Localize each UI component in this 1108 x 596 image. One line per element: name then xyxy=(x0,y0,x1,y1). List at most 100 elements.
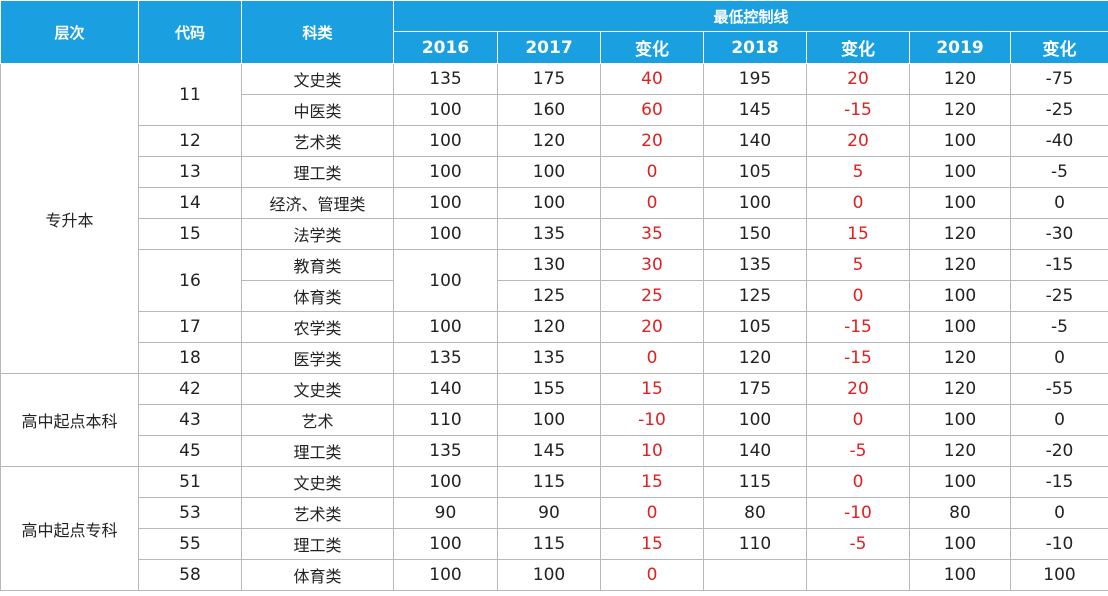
value-2016: 100 xyxy=(393,94,498,126)
level-cell: 高中起点本科 xyxy=(0,373,139,467)
change-cell: 15 xyxy=(600,528,704,560)
change-cell: 0 xyxy=(806,187,910,219)
level-cell: 专升本 xyxy=(0,63,139,374)
change-cell: -15 xyxy=(806,342,910,374)
value-2018: 100 xyxy=(703,404,807,436)
change-cell: 0 xyxy=(600,559,704,591)
change-cell: 60 xyxy=(600,94,704,126)
category-cell: 文史类 xyxy=(241,466,394,498)
category-cell: 艺术类 xyxy=(241,125,394,157)
change-cell: -30 xyxy=(1010,218,1108,250)
value-2016: 135 xyxy=(393,342,498,374)
change-cell: 15 xyxy=(600,466,704,498)
table-row: 中医类 100 160 60 145 -15 120 -25 xyxy=(1,94,1108,126)
value-2018: 150 xyxy=(703,218,807,250)
code-cell: 42 xyxy=(138,373,242,405)
change-cell: -5 xyxy=(806,435,910,467)
code-cell: 55 xyxy=(138,528,242,560)
code-cell: 12 xyxy=(138,125,242,157)
header-change-3: 变化 xyxy=(1010,31,1108,64)
value-2018: 140 xyxy=(703,435,807,467)
value-2019: 100 xyxy=(909,559,1011,591)
change-cell: 0 xyxy=(1010,342,1108,374)
value-2016: 90 xyxy=(393,497,498,529)
category-cell: 理工类 xyxy=(241,435,394,467)
change-cell: 0 xyxy=(806,280,910,312)
value-2017: 145 xyxy=(497,435,601,467)
code-cell: 18 xyxy=(138,342,242,374)
value-2019: 100 xyxy=(909,125,1011,157)
value-2018: 100 xyxy=(703,187,807,219)
value-2019: 100 xyxy=(909,187,1011,219)
value-2016: 100 xyxy=(393,156,498,188)
value-2019: 120 xyxy=(909,342,1011,374)
value-2016: 100 xyxy=(393,125,498,157)
change-cell: 20 xyxy=(806,373,910,405)
value-2018: 105 xyxy=(703,156,807,188)
value-2017: 90 xyxy=(497,497,601,529)
table-header: 层次 代码 科类 最低控制线 2016 2017 变化 2018 变化 2019… xyxy=(0,0,1108,64)
change-cell: -75 xyxy=(1010,63,1108,95)
value-2017: 100 xyxy=(497,187,601,219)
value-2016: 140 xyxy=(393,373,498,405)
code-cell: 51 xyxy=(138,466,242,498)
table-row: 高中起点本科 42 文史类 140 155 15 175 20 120 -55 xyxy=(0,373,1108,467)
value-2017: 120 xyxy=(497,311,601,343)
change-cell: -10 xyxy=(806,497,910,529)
change-cell: -20 xyxy=(1010,435,1108,467)
category-cell: 法学类 xyxy=(241,218,394,250)
value-2018: 195 xyxy=(703,63,807,95)
value-2017: 160 xyxy=(497,94,601,126)
change-cell: -10 xyxy=(600,404,704,436)
code-cell: 11 xyxy=(138,63,242,126)
value-2019: 120 xyxy=(909,63,1011,95)
value-2017: 135 xyxy=(497,342,601,374)
category-cell: 文史类 xyxy=(241,373,394,405)
change-cell: 0 xyxy=(806,404,910,436)
level-cell: 高中起点专科 xyxy=(0,466,139,591)
code-cell: 16 xyxy=(138,249,242,312)
change-cell xyxy=(806,559,910,591)
value-2016: 100 xyxy=(393,559,498,591)
change-cell: 5 xyxy=(806,156,910,188)
value-2019: 100 xyxy=(909,311,1011,343)
table-row: 17 农学类 100 120 20 105 -15 100 -5 xyxy=(1,311,1108,343)
table-row: 45 理工类 135 145 10 140 -5 120 -20 xyxy=(1,435,1108,467)
change-cell: 100 xyxy=(1010,559,1108,591)
table-row: 18 医学类 135 135 0 120 -15 120 0 xyxy=(1,342,1108,374)
table-row: 55 理工类 100 115 15 110 -5 100 -10 xyxy=(1,528,1108,560)
value-2017: 120 xyxy=(497,125,601,157)
code-cell: 53 xyxy=(138,497,242,529)
value-2018 xyxy=(703,559,807,591)
value-2016: 100 xyxy=(393,466,498,498)
category-cell: 中医类 xyxy=(241,94,394,126)
code-cell: 15 xyxy=(138,218,242,250)
value-2017: 155 xyxy=(497,373,601,405)
value-2017: 100 xyxy=(497,404,601,436)
change-cell: 0 xyxy=(600,156,704,188)
change-cell: 0 xyxy=(1010,404,1108,436)
value-2017: 100 xyxy=(497,156,601,188)
code-cell: 43 xyxy=(138,404,242,436)
value-2019: 120 xyxy=(909,435,1011,467)
change-cell: 35 xyxy=(600,218,704,250)
category-cell: 农学类 xyxy=(241,311,394,343)
table-body: 专升本 11 文史类 135 175 40 195 20 120 -75 中医类… xyxy=(0,63,1108,591)
change-cell: -10 xyxy=(1010,528,1108,560)
value-2019: 120 xyxy=(909,218,1011,250)
value-2017: 115 xyxy=(497,528,601,560)
table-row: 16 教育类 100 130 30 135 5 120 -15 xyxy=(1,249,1108,312)
table-row: 13 理工类 100 100 0 105 5 100 -5 xyxy=(1,156,1108,188)
value-2019: 120 xyxy=(909,373,1011,405)
header-2017: 2017 xyxy=(497,31,601,64)
category-cell: 理工类 xyxy=(241,156,394,188)
value-2016: 100 xyxy=(393,249,498,312)
category-cell: 体育类 xyxy=(241,559,394,591)
table-row: 14 经济、管理类 100 100 0 100 0 100 0 xyxy=(1,187,1108,219)
value-2019: 100 xyxy=(909,466,1011,498)
value-2018: 140 xyxy=(703,125,807,157)
header-level: 层次 xyxy=(0,0,139,64)
value-2018: 145 xyxy=(703,94,807,126)
change-cell: 0 xyxy=(806,466,910,498)
